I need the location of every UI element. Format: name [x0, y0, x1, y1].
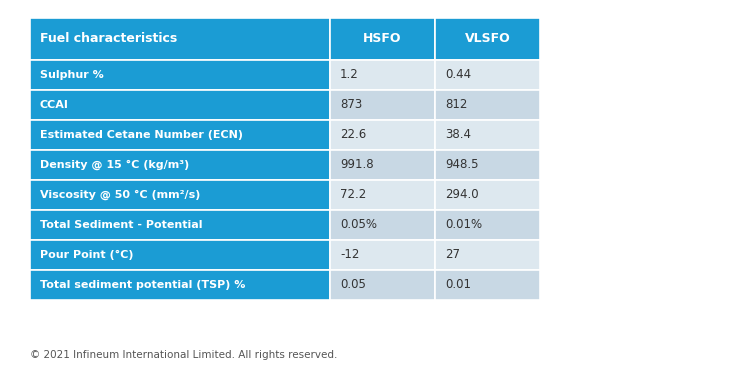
Text: Fuel characteristics: Fuel characteristics — [40, 33, 177, 46]
Text: 294.0: 294.0 — [445, 189, 479, 202]
Text: Density @ 15 °C (kg/m³): Density @ 15 °C (kg/m³) — [40, 160, 190, 170]
Text: 812: 812 — [445, 98, 467, 112]
Text: 0.01: 0.01 — [445, 279, 471, 291]
Text: 0.05: 0.05 — [340, 279, 366, 291]
Text: 0.05%: 0.05% — [340, 219, 377, 231]
Text: Viscosity @ 50 °C (mm²/s): Viscosity @ 50 °C (mm²/s) — [40, 190, 200, 200]
Text: 0.44: 0.44 — [445, 68, 471, 82]
Text: 0.01%: 0.01% — [445, 219, 482, 231]
Text: Total Sediment - Potential: Total Sediment - Potential — [40, 220, 203, 230]
Text: Sulphur %: Sulphur % — [40, 70, 104, 80]
Text: Pour Point (°C): Pour Point (°C) — [40, 250, 133, 260]
Text: -12: -12 — [340, 249, 359, 261]
Text: HSFO: HSFO — [363, 33, 402, 46]
Text: CCAI: CCAI — [40, 100, 69, 110]
Text: 873: 873 — [340, 98, 362, 112]
Text: 27: 27 — [445, 249, 460, 261]
Text: 1.2: 1.2 — [340, 68, 359, 82]
Text: 38.4: 38.4 — [445, 128, 471, 142]
Text: VLSFO: VLSFO — [464, 33, 510, 46]
Text: © 2021 Infineum International Limited. All rights reserved.: © 2021 Infineum International Limited. A… — [30, 350, 338, 360]
Text: Total sediment potential (TSP) %: Total sediment potential (TSP) % — [40, 280, 246, 290]
Text: 72.2: 72.2 — [340, 189, 366, 202]
Text: Estimated Cetane Number (ECN): Estimated Cetane Number (ECN) — [40, 130, 243, 140]
Text: 948.5: 948.5 — [445, 158, 478, 172]
Text: 22.6: 22.6 — [340, 128, 366, 142]
Text: 991.8: 991.8 — [340, 158, 374, 172]
